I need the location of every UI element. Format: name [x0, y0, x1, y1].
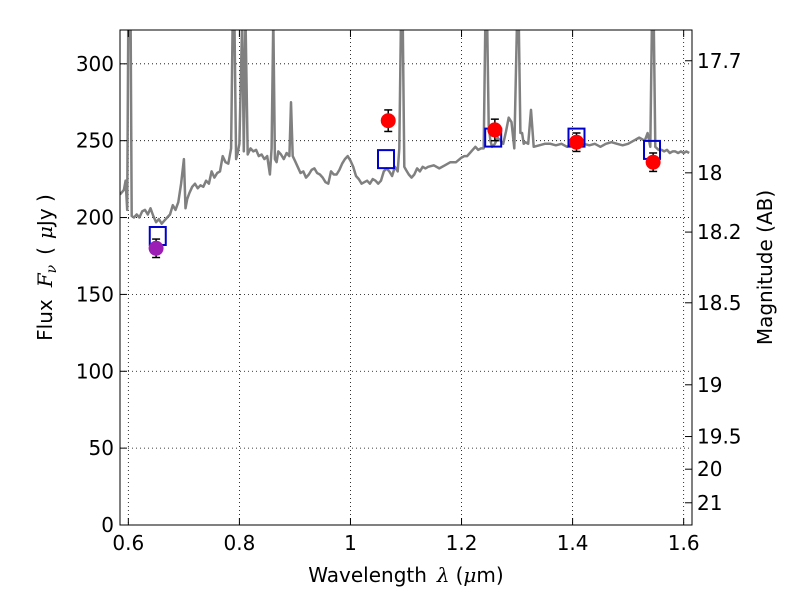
x-tick-label: 0.6	[112, 531, 144, 555]
y-tick-label: 250	[76, 129, 114, 153]
observed-point	[148, 240, 164, 256]
plot-frame	[119, 29, 693, 526]
y2-axis-label: Magnitude (AB)	[753, 190, 777, 345]
x-axis-label-unit-mu: μ	[463, 563, 476, 587]
x-axis-label-unit-rest: m)	[476, 563, 503, 587]
y2-tick-label: 17.7	[697, 49, 742, 73]
y-axis-label-unit-rest: Jy )	[33, 194, 57, 228]
series-clip-group	[120, 30, 690, 259]
y-axis-label-unit-open: (	[33, 247, 57, 255]
x-axis-label-unit-open: (	[456, 563, 464, 587]
x-tick-label: 1.2	[446, 531, 478, 555]
y2-tick-label: 19	[697, 373, 722, 397]
observed-point	[380, 113, 396, 129]
y-tick-label: 150	[76, 282, 114, 306]
y-tick-label: 50	[89, 436, 114, 460]
observed-point	[487, 122, 503, 138]
y-tick-label: 300	[76, 52, 114, 76]
y-axis-label-symbol: F	[33, 272, 57, 288]
model-square	[377, 149, 396, 170]
y-axis-label-subscript: ν	[44, 264, 60, 273]
y-tick-label: 0	[101, 513, 114, 537]
y-axis-label-unit-mu: μ	[33, 226, 57, 239]
y-tick-label: 200	[76, 206, 114, 230]
spectrum-line	[120, 30, 690, 225]
y2-tick-label: 18.5	[697, 291, 742, 315]
x-tick-label: 1.6	[668, 531, 700, 555]
series-layer	[120, 30, 690, 259]
y2-tick-label: 18	[697, 161, 722, 185]
y2-tick-label: 18.2	[697, 220, 742, 244]
grid-lines	[120, 30, 692, 526]
x-tick-label: 0.8	[223, 531, 255, 555]
y-axis-label: Flux Fν ( μJy )	[33, 194, 60, 341]
y2-tick-label: 20	[697, 457, 722, 481]
y2-tick-label: 19.5	[697, 425, 742, 449]
y-tick-label: 100	[76, 359, 114, 383]
observed-point	[645, 154, 661, 170]
x-axis-label-text: Wavelength	[308, 563, 427, 587]
x-tick-label: 1	[344, 531, 357, 555]
y2-tick-label: 21	[697, 491, 722, 515]
axis-ticks: 0.6 0.8 1 1.2 1.4 1.6 0 50 100 150 200 250 300 17.7 18…	[76, 30, 742, 555]
x-axis-label-symbol: λ	[436, 563, 450, 587]
y-axis-label-text: Flux	[33, 299, 57, 341]
x-tick-label: 1.4	[557, 531, 589, 555]
x-axis-label: Wavelength λ (μm)	[308, 563, 503, 587]
observed-point	[568, 134, 584, 150]
